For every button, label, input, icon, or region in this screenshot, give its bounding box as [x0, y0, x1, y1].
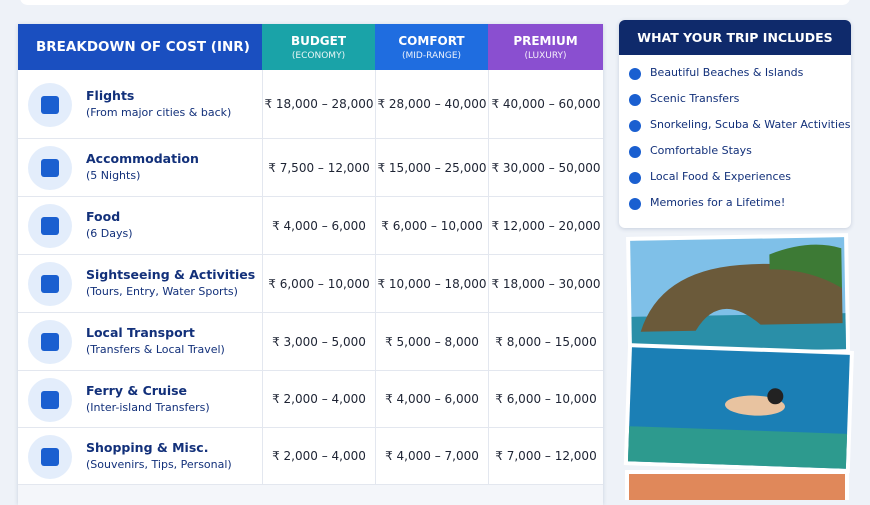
- cost-value: ₹ 18,000 – 30,000: [488, 255, 603, 312]
- table-row: Flights (From major cities & back) ₹ 18,00…: [18, 70, 603, 139]
- row-sub: (Inter-island Transfers): [86, 400, 210, 414]
- column-sub: (LUXURY): [524, 50, 567, 61]
- row-sub: (From major cities & back): [86, 105, 232, 119]
- cost-value: ₹ 18,000 – 28,000: [262, 70, 375, 138]
- cost-value: ₹ 12,000 – 20,000: [488, 197, 603, 254]
- table-row: Sightseeing & Activities (Tours, Entry, W…: [18, 255, 603, 313]
- cost-table: BREAKDOWN OF COST (INR) BUDGET (ECONOMY) CO…: [18, 24, 603, 505]
- cost-value: ₹ 3,000 – 5,000: [262, 313, 375, 370]
- row-icon-glyph: [41, 447, 59, 466]
- cost-value: ₹ 4,000 – 6,000: [375, 371, 488, 427]
- include-item: Snorkeling, Scuba & Water Activities: [650, 118, 851, 131]
- header-column: COMFORT (MID-RANGE): [375, 24, 488, 70]
- include-item: Comfortable Stays: [650, 144, 752, 157]
- row-name: Local Transport: [86, 325, 195, 340]
- cost-value: ₹ 4,000 – 6,000: [262, 197, 375, 254]
- table-row: Accommodation (5 Nights) ₹ 7,500 – 12,000 ₹…: [18, 139, 603, 197]
- header-column: BUDGET (ECONOMY): [262, 24, 375, 70]
- check-icon: [629, 94, 641, 106]
- column-sub: (MID-RANGE): [401, 50, 462, 61]
- cost-value: ₹ 30,000 – 50,000: [488, 139, 603, 196]
- include-item: Memories for a Lifetime!: [650, 196, 786, 209]
- cost-value: ₹ 2,000 – 4,000: [262, 371, 375, 427]
- row-name: Shopping & Misc.: [86, 439, 209, 455]
- row-icon-glyph: [41, 217, 59, 235]
- include-item: Local Food & Experiences: [650, 170, 792, 183]
- cost-value: ₹ 40,000 – 60,000: [488, 70, 603, 138]
- cost-value: ₹ 6,000 – 10,000: [262, 255, 375, 312]
- row-icon-glyph: [41, 333, 59, 351]
- column-name: COMFORT: [398, 33, 465, 48]
- include-item: Scenic Transfers: [650, 92, 740, 105]
- include-item: Beautiful Beaches & Islands: [650, 66, 804, 79]
- row-icon-glyph: [41, 390, 59, 409]
- cost-value: ₹ 5,000 – 8,000: [375, 313, 488, 370]
- cost-value: ₹ 2,000 – 4,000: [262, 428, 375, 484]
- row-icon-glyph: [41, 275, 59, 293]
- includes-title: WHAT YOUR TRIP INCLUDES: [637, 30, 833, 45]
- cost-value: ₹ 6,000 – 10,000: [375, 197, 488, 254]
- row-icon-glyph: [41, 159, 59, 177]
- column-name: PREMIUM: [513, 33, 578, 48]
- row-sub: (5 Nights): [86, 169, 141, 182]
- check-icon: [629, 146, 641, 158]
- table-row: [18, 485, 603, 505]
- row-name: Flights: [86, 87, 135, 103]
- header-title-cell: BREAKDOWN OF COST (INR): [18, 24, 262, 70]
- cost-value: ₹ 4,000 – 7,000: [375, 428, 488, 484]
- table-row: Food (6 Days) ₹ 4,000 – 6,000 ₹ 6,000 – 10,…: [18, 197, 603, 255]
- row-name: Food: [86, 209, 121, 224]
- row-sub: (6 Days): [86, 227, 133, 240]
- check-icon: [629, 172, 641, 184]
- cost-value: ₹ 15,000 – 25,000: [375, 139, 488, 196]
- check-icon: [629, 198, 641, 210]
- check-icon: [629, 68, 641, 80]
- includes-header: WHAT YOUR TRIP INCLUDES: [619, 20, 851, 55]
- cost-value: ₹ 10,000 – 18,000: [375, 255, 488, 312]
- row-sub: (Souvenirs, Tips, Personal): [86, 457, 232, 471]
- cost-value: ₹ 7,500 – 12,000: [262, 139, 375, 196]
- column-sub: (ECONOMY): [291, 50, 346, 61]
- row-icon-glyph: [41, 95, 59, 114]
- row-name: Sightseeing & Activities: [86, 267, 256, 282]
- cost-value: ₹ 28,000 – 40,000: [375, 70, 488, 138]
- table-row: Ferry & Cruise (Inter-island Transfers) ₹ …: [18, 371, 603, 428]
- header-column: PREMIUM (LUXURY): [488, 24, 603, 70]
- photos: [623, 233, 854, 500]
- cost-value: ₹ 7,000 – 12,000: [488, 428, 603, 484]
- column-name: BUDGET: [290, 33, 347, 48]
- row-sub: (Tours, Entry, Water Sports): [86, 285, 238, 298]
- includes-card: WHAT YOUR TRIP INCLUDES Beautiful Beaches…: [619, 20, 851, 228]
- table-row: Shopping & Misc. (Souvenirs, Tips, Person…: [18, 428, 603, 485]
- cost-value: ₹ 6,000 – 10,000: [488, 371, 603, 427]
- top-card: [20, 0, 850, 5]
- row-sub: (Transfers & Local Travel): [86, 343, 225, 356]
- check-icon: [629, 120, 641, 132]
- table-row: Local Transport (Transfers & Local Travel…: [18, 313, 603, 371]
- cost-value: ₹ 8,000 – 15,000: [488, 313, 603, 370]
- row-name: Accommodation: [86, 151, 199, 166]
- row-name: Ferry & Cruise: [86, 382, 188, 398]
- header-title: BREAKDOWN OF COST (INR): [36, 39, 250, 55]
